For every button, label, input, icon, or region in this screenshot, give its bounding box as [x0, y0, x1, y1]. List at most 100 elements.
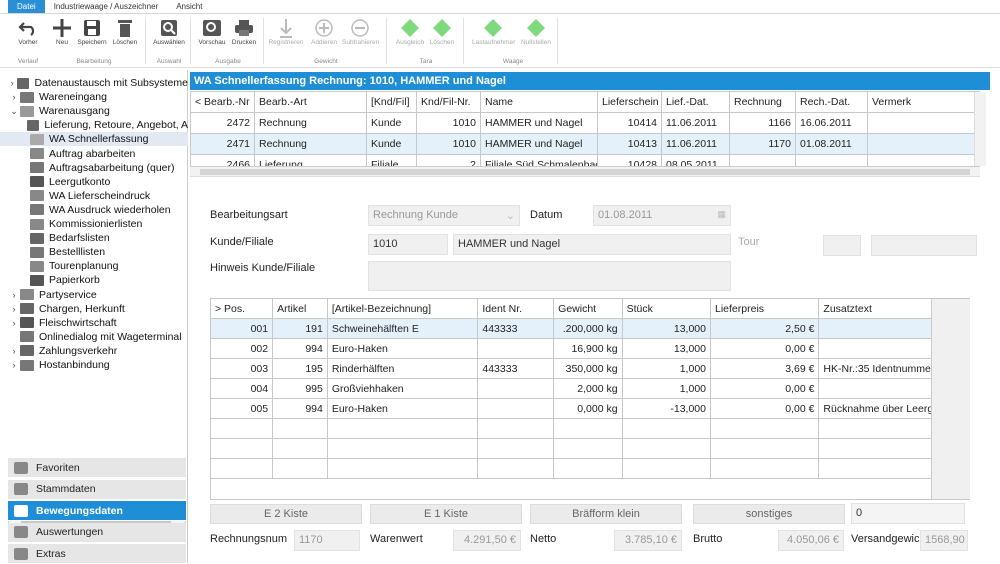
sonstiges-button[interactable]: sonstiges — [693, 504, 845, 524]
warenwert-field[interactable]: 4.291,50 € — [453, 530, 521, 551]
position-cell[interactable] — [326, 458, 479, 479]
position-row[interactable]: 004 995 Großviehhaken 2,000 kg 1,000 0,00 € — [209, 378, 970, 399]
tree-item[interactable]: Auftrag abarbeiten — [0, 147, 188, 161]
tree-item[interactable]: › Zahlungsverkehr — [0, 344, 188, 358]
save-button[interactable]: Speichern — [74, 17, 110, 46]
position-cell[interactable]: 2,000 kg — [553, 378, 623, 399]
position-cell[interactable] — [272, 418, 328, 439]
position-cell[interactable]: 191 — [272, 318, 328, 339]
tree-item[interactable]: › Datenaustausch mit Subsysteme — [0, 76, 188, 90]
zero-button[interactable]: Nullstellen — [518, 17, 554, 46]
expand-arrow-icon[interactable]: › — [12, 92, 16, 103]
tree-item[interactable]: Onlinedialog mit Wageterminal — [0, 330, 188, 344]
position-cell[interactable] — [209, 418, 274, 439]
nav-stammdaten[interactable]: Stammdaten — [8, 479, 186, 500]
position-cell[interactable]: 002 — [209, 338, 274, 359]
column-header[interactable]: Knd/Fil-Nr. — [416, 91, 481, 113]
register-button[interactable]: Registrieren — [268, 17, 304, 46]
position-cell[interactable]: 005 — [209, 398, 274, 419]
position-cell[interactable] — [272, 438, 328, 459]
position-cell[interactable]: Euro-Haken — [326, 398, 479, 419]
column-header[interactable]: Lieferschein — [597, 91, 662, 113]
empty-row[interactable] — [209, 418, 970, 439]
table-row[interactable]: 2472 Rechnung Kunde 1010 HAMMER und Nagel 104… — [190, 112, 980, 134]
expand-arrow-icon[interactable]: › — [12, 317, 16, 328]
position-cell[interactable]: 0,00 € — [709, 378, 820, 399]
position-cell[interactable]: 995 — [272, 378, 328, 399]
bearbeitungsart-select[interactable]: Rechnung Kunde ⌄ — [368, 205, 520, 226]
column-header[interactable]: Rech.-Dat. — [795, 91, 868, 113]
position-cell[interactable] — [477, 458, 555, 479]
tree-item[interactable]: Bestelllisten — [0, 245, 188, 259]
position-row[interactable]: 001 191 Schweinehälften E 443333.200,000 kg… — [209, 318, 970, 339]
nav-bewegungsdaten[interactable]: Bewegungsdaten — [8, 501, 186, 521]
position-row[interactable]: 003 195 Rinderhälften 443333 350,000 kg 1,000… — [209, 358, 970, 379]
position-cell[interactable]: 2,50 € — [709, 318, 820, 339]
tree-item[interactable]: › Fleischwirtschaft — [0, 316, 188, 330]
delete-button[interactable]: Löschen — [107, 17, 143, 46]
new-button[interactable]: Neu — [44, 17, 80, 46]
nav-extras[interactable]: Extras — [8, 544, 186, 564]
tree-item[interactable]: Auftragsabarbeitung (quer) — [0, 161, 188, 175]
tree-item[interactable]: › Hostanbindung — [0, 358, 188, 372]
positions-scrollbar[interactable] — [931, 299, 970, 499]
add-weight-button[interactable]: Addieren — [306, 17, 342, 46]
tree-item[interactable]: Kommissionierlisten — [0, 217, 188, 231]
expand-arrow-icon[interactable]: › — [12, 303, 16, 314]
empty-row[interactable] — [209, 438, 970, 459]
position-cell[interactable]: Rinderhälften — [326, 358, 479, 379]
position-cell[interactable] — [477, 398, 555, 419]
position-cell[interactable]: 003 — [209, 358, 274, 379]
table-row[interactable]: 2471 Rechnung Kunde 1010 HAMMER und Nagel 104… — [190, 133, 980, 155]
position-row[interactable]: 002 994 Euro-Haken 16,900 kg 13,000 0,00 € — [209, 338, 970, 359]
position-cell[interactable]: 0,00 € — [709, 398, 820, 419]
position-cell[interactable]: 350,000 kg — [553, 358, 623, 379]
column-header[interactable]: Artikel — [272, 298, 328, 319]
print-button[interactable]: Drucken — [226, 17, 262, 46]
expand-arrow-icon[interactable]: › — [12, 289, 16, 300]
position-cell[interactable] — [209, 438, 274, 459]
column-header[interactable]: Gewicht — [553, 298, 623, 319]
position-cell[interactable] — [621, 458, 712, 479]
column-header[interactable]: Ident Nr. — [477, 298, 555, 319]
rechnungsnum-field[interactable]: 1170 — [294, 530, 360, 551]
position-cell[interactable] — [553, 418, 623, 439]
column-header[interactable]: Rechnung — [729, 91, 796, 113]
column-header[interactable]: [Knd/Fil] — [366, 91, 417, 113]
position-cell[interactable] — [553, 458, 623, 479]
versandgewicht-field[interactable]: 1568,90 — [920, 530, 968, 551]
braeform-klein-button[interactable]: Bräfform klein — [530, 504, 682, 524]
position-cell[interactable] — [477, 378, 555, 399]
select-button[interactable]: Auswählen — [151, 17, 187, 46]
position-cell[interactable]: 994 — [272, 338, 328, 359]
expand-arrow-icon[interactable]: ⌄ — [10, 105, 18, 116]
tree-item[interactable]: Bedarfslisten — [0, 231, 188, 245]
position-cell[interactable]: 195 — [272, 358, 328, 379]
kunde-nr-field[interactable]: 1010 — [368, 234, 448, 255]
position-cell[interactable] — [326, 438, 479, 459]
tree-item[interactable]: › Wareneingang — [0, 90, 188, 104]
tour-name-field[interactable] — [871, 235, 977, 256]
e1-kiste-button[interactable]: E 1 Kiste — [370, 504, 522, 524]
column-header[interactable]: Stück — [621, 298, 712, 319]
column-header[interactable]: Vermerk — [867, 91, 980, 113]
position-cell[interactable]: 443333 — [477, 358, 555, 379]
netto-field[interactable]: 3.785,10 € — [614, 530, 682, 551]
position-cell[interactable]: 13,000 — [621, 318, 712, 339]
position-cell[interactable] — [621, 418, 712, 439]
position-cell[interactable] — [326, 418, 479, 439]
table-row[interactable]: 2466 Lieferung Filiale 2 Filiale Süd Schmale… — [190, 154, 980, 166]
counter-field[interactable]: 0 — [851, 503, 965, 524]
position-cell[interactable]: 1,000 — [621, 378, 712, 399]
column-header[interactable]: Bearb.-Art — [254, 91, 367, 113]
position-cell[interactable] — [709, 418, 820, 439]
undo-button[interactable]: Vorher — [10, 17, 46, 46]
e2-kiste-button[interactable]: E 2 Kiste — [210, 504, 362, 524]
position-cell[interactable]: -13,000 — [621, 398, 712, 419]
expand-arrow-icon[interactable]: › — [12, 360, 16, 370]
nav-auswertungen[interactable]: Auswertungen — [8, 522, 186, 543]
tree-item[interactable]: Tourenplanung — [0, 259, 188, 273]
tara-delete-button[interactable]: Löschen — [424, 17, 460, 46]
position-cell[interactable] — [477, 438, 555, 459]
scrollbar-thumb[interactable] — [200, 169, 970, 175]
